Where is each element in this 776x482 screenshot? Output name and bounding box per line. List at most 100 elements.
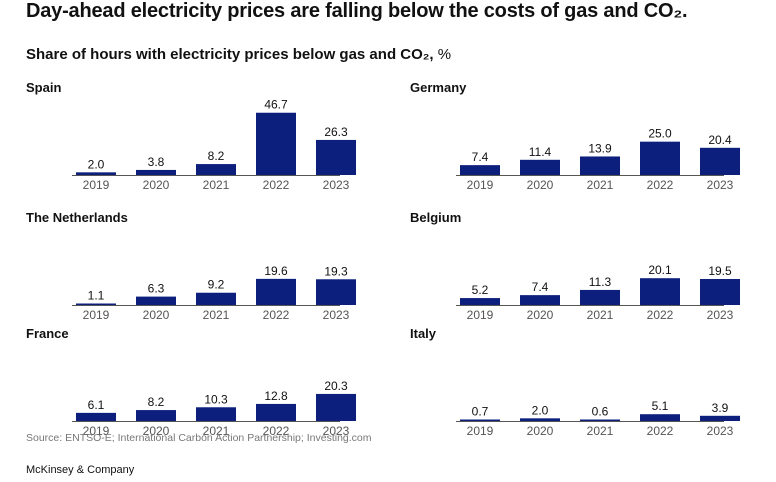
x-tick-label-2021: 2021 <box>203 308 230 322</box>
data-label-2023: 3.9 <box>712 401 729 415</box>
x-tick-label-2019: 2019 <box>467 424 494 438</box>
x-tick-label-2019: 2019 <box>83 308 110 322</box>
bar-chart: 5.2 2019 7.4 2020 11.3 2021 20.1 2022 19.5 2023 <box>456 263 740 322</box>
chart-panel-spain: Spain 2.0 2019 3.8 2020 8.2 2021 46.7 2022 26.3 2… <box>26 80 356 192</box>
bar-2023 <box>316 279 356 305</box>
x-tick-label-2022: 2022 <box>263 178 290 192</box>
x-tick-label-2023: 2023 <box>323 424 350 438</box>
page-headline: Day-ahead electricity prices are falling… <box>26 0 688 22</box>
data-label-2020: 11.4 <box>529 145 552 159</box>
x-tick-label-2023: 2023 <box>323 308 350 322</box>
x-tick-label-2019: 2019 <box>83 178 110 192</box>
data-label-2019: 1.1 <box>88 289 105 303</box>
x-tick-label-2020: 2020 <box>143 308 170 322</box>
chart-subtitle-text: Share of hours with electricity prices b… <box>26 46 434 63</box>
chart-subtitle: Share of hours with electricity prices b… <box>26 46 451 63</box>
bar-2022 <box>640 414 680 421</box>
bar-chart: 2.0 2019 3.8 2020 8.2 2021 46.7 2022 26.3 2023 <box>72 98 356 192</box>
x-tick-label-2019: 2019 <box>467 178 494 192</box>
brand-label: McKinsey & Company <box>26 464 135 476</box>
bar-2021 <box>196 292 236 305</box>
data-label-2023: 20.3 <box>324 379 348 393</box>
x-tick-label-2019: 2019 <box>83 424 110 438</box>
data-label-2020: 8.2 <box>148 395 165 409</box>
bar-2019 <box>76 172 116 175</box>
data-label-2019: 6.1 <box>88 398 105 412</box>
bar-2020 <box>136 410 176 421</box>
x-tick-label-2020: 2020 <box>527 308 554 322</box>
panel-title: Italy <box>410 326 437 341</box>
panel-title: Belgium <box>410 210 462 225</box>
bar-2022 <box>256 403 296 421</box>
data-label-2023: 19.5 <box>708 264 732 278</box>
bar-2019 <box>76 412 116 421</box>
x-tick-label-2022: 2022 <box>263 424 290 438</box>
bar-2023 <box>700 279 740 305</box>
x-tick-label-2022: 2022 <box>647 424 674 438</box>
data-label-2019: 5.2 <box>472 283 489 297</box>
data-label-2021: 11.3 <box>589 275 612 289</box>
x-tick-label-2021: 2021 <box>587 424 614 438</box>
x-tick-label-2023: 2023 <box>707 308 734 322</box>
data-label-2019: 7.4 <box>472 150 489 164</box>
panel-title: France <box>26 326 69 341</box>
bar-2023 <box>700 147 740 175</box>
chart-panel-belgium: Belgium 5.2 2019 7.4 2020 11.3 2021 20.1 2022 19… <box>410 210 740 322</box>
x-tick-label-2021: 2021 <box>203 424 230 438</box>
bar-2021 <box>580 156 620 175</box>
data-label-2022: 25.0 <box>648 127 672 141</box>
bar-2022 <box>640 141 680 175</box>
chart-panel-netherlands: The Netherlands 1.1 2019 6.3 2020 9.2 2021 19.… <box>26 210 356 322</box>
bar-2023 <box>316 139 356 175</box>
bar-chart: 7.4 2019 11.4 2020 13.9 2021 25.0 2022 20.4 2023 <box>456 127 740 192</box>
source-note: Source: ENTSO-E; International Carbon Ac… <box>26 432 372 444</box>
x-tick-label-2023: 2023 <box>707 424 734 438</box>
data-label-2021: 0.6 <box>592 405 609 419</box>
bar-2022 <box>256 112 296 175</box>
data-label-2019: 0.7 <box>472 405 489 419</box>
panel-title: Germany <box>410 80 467 95</box>
data-label-2020: 7.4 <box>532 280 549 294</box>
x-tick-label-2023: 2023 <box>323 178 350 192</box>
x-tick-label-2021: 2021 <box>587 308 614 322</box>
data-label-2020: 2.0 <box>532 403 549 417</box>
data-label-2020: 3.8 <box>148 155 165 169</box>
x-tick-label-2022: 2022 <box>647 308 674 322</box>
x-tick-label-2021: 2021 <box>203 178 230 192</box>
x-tick-label-2020: 2020 <box>143 424 170 438</box>
data-label-2023: 19.3 <box>324 264 348 278</box>
data-label-2021: 9.2 <box>208 278 225 292</box>
bar-2020 <box>520 159 560 175</box>
panel-title: The Netherlands <box>26 210 128 225</box>
bar-2021 <box>580 289 620 305</box>
data-label-2022: 12.8 <box>264 389 288 403</box>
bar-2021 <box>196 164 236 175</box>
data-label-2022: 5.1 <box>652 399 669 413</box>
data-label-2023: 26.3 <box>324 125 348 139</box>
data-label-2023: 20.4 <box>708 133 732 147</box>
x-tick-label-2022: 2022 <box>647 178 674 192</box>
data-label-2022: 20.1 <box>648 263 672 277</box>
bar-2020 <box>520 418 560 421</box>
data-label-2022: 19.6 <box>264 264 288 278</box>
x-tick-label-2021: 2021 <box>587 178 614 192</box>
bar-2019 <box>460 165 500 175</box>
x-tick-label-2019: 2019 <box>467 308 494 322</box>
bar-2019 <box>76 303 116 305</box>
bar-2022 <box>256 278 296 305</box>
data-label-2021: 8.2 <box>208 149 225 163</box>
bar-2020 <box>136 169 176 175</box>
x-tick-label-2023: 2023 <box>707 178 734 192</box>
chart-panel-france: France 6.1 2019 8.2 2020 10.3 2021 12.8 2022 20.… <box>26 326 356 438</box>
x-tick-label-2020: 2020 <box>527 424 554 438</box>
bar-2019 <box>460 419 500 421</box>
bar-chart: 6.1 2019 8.2 2020 10.3 2021 12.8 2022 20.3 2023 <box>72 379 356 438</box>
chart-panel-germany: Germany 7.4 2019 11.4 2020 13.9 2021 25.0 2022 2… <box>410 80 740 192</box>
data-label-2020: 6.3 <box>148 282 165 296</box>
data-label-2021: 13.9 <box>588 141 612 155</box>
x-tick-label-2020: 2020 <box>527 178 554 192</box>
bar-2022 <box>640 278 680 305</box>
bar-2019 <box>460 298 500 305</box>
chart-panel-italy: Italy 0.7 2019 2.0 2020 0.6 2021 5.1 2022 3.9 202… <box>410 326 740 438</box>
bar-2020 <box>136 296 176 305</box>
